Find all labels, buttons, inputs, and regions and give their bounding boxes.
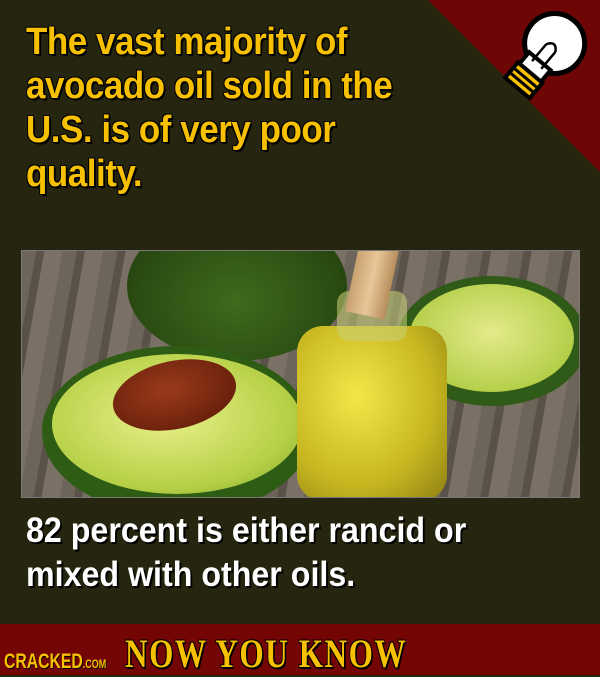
brand-name: CRACKED: [4, 650, 83, 673]
avocado-oil-photo: [21, 250, 580, 498]
caption: 82 percent is either rancid or mixed wit…: [26, 511, 467, 594]
lightbulb-icon: [502, 11, 588, 102]
oil-bottle: [297, 326, 447, 497]
footer-bar: CRACKED.COM NOW YOU KNOW: [0, 624, 600, 676]
headline: The vast majority of avocado oil sold in…: [26, 21, 393, 195]
cracked-logo[interactable]: CRACKED.COM: [4, 650, 106, 674]
tagline: NOW YOU KNOW: [125, 631, 408, 676]
brand-suffix: .COM: [82, 657, 107, 671]
